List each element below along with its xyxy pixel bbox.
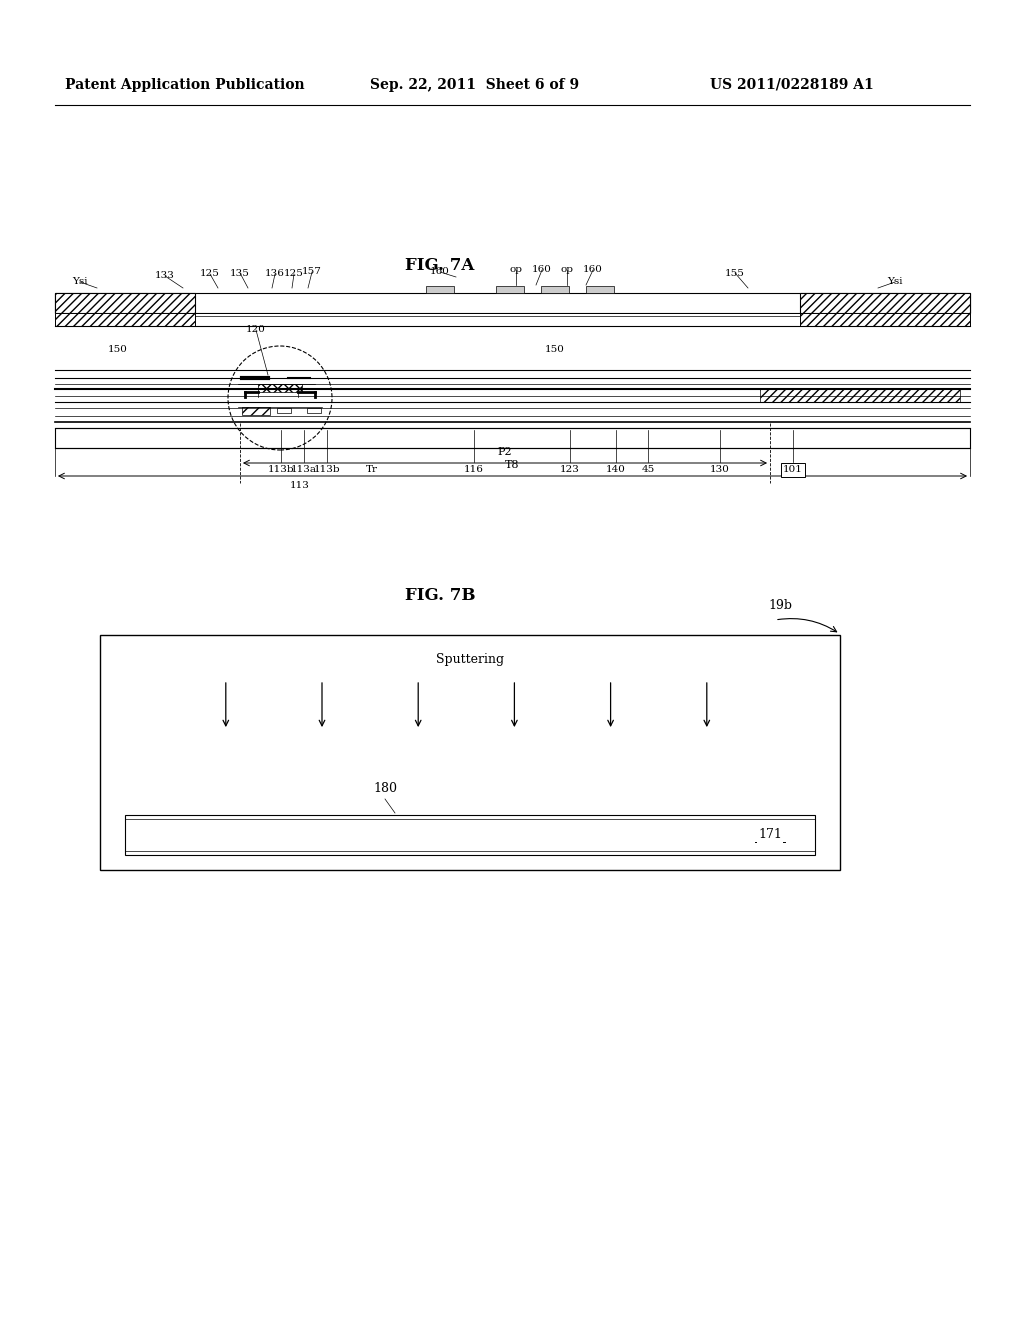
Text: Sputtering: Sputtering xyxy=(436,653,504,667)
Text: 101: 101 xyxy=(783,466,803,474)
Text: 113b: 113b xyxy=(267,466,294,474)
Text: 123: 123 xyxy=(560,466,580,474)
Bar xyxy=(242,407,270,414)
Text: 116: 116 xyxy=(464,466,484,474)
Text: T8: T8 xyxy=(505,459,520,470)
Bar xyxy=(426,286,454,293)
Text: Ysi: Ysi xyxy=(73,277,88,286)
Bar xyxy=(55,313,195,326)
Text: 19b: 19b xyxy=(768,599,792,612)
Text: 120: 120 xyxy=(246,326,266,334)
Bar xyxy=(496,286,524,293)
Text: 180: 180 xyxy=(373,781,397,795)
Text: Sep. 22, 2011  Sheet 6 of 9: Sep. 22, 2011 Sheet 6 of 9 xyxy=(370,78,580,92)
Text: 150: 150 xyxy=(109,346,128,355)
Text: Patent Application Publication: Patent Application Publication xyxy=(65,78,304,92)
Text: 136: 136 xyxy=(265,269,285,279)
Bar xyxy=(55,313,970,326)
Text: 133: 133 xyxy=(155,272,175,281)
Bar xyxy=(125,814,815,855)
Bar xyxy=(800,293,970,313)
Bar xyxy=(55,293,970,313)
Text: 140: 140 xyxy=(606,466,626,474)
Bar xyxy=(55,293,195,313)
Text: 113a: 113a xyxy=(291,466,317,474)
Bar xyxy=(800,313,970,326)
Text: op: op xyxy=(510,265,522,275)
Text: 160: 160 xyxy=(430,268,450,276)
Text: Ysi: Ysi xyxy=(887,277,903,286)
Bar xyxy=(760,389,961,403)
Text: 171: 171 xyxy=(758,829,782,842)
Bar xyxy=(307,408,321,413)
Text: op: op xyxy=(560,265,573,275)
Text: 125: 125 xyxy=(284,269,304,279)
Bar xyxy=(100,635,840,870)
Text: P2: P2 xyxy=(498,447,512,457)
Text: 150: 150 xyxy=(545,346,565,355)
Text: 113b: 113b xyxy=(313,466,340,474)
Text: 45: 45 xyxy=(641,466,654,474)
Text: 125: 125 xyxy=(200,269,220,279)
Bar xyxy=(278,408,291,413)
Text: US 2011/0228189 A1: US 2011/0228189 A1 xyxy=(710,78,873,92)
Text: 155: 155 xyxy=(725,268,744,277)
Text: FIG. 7A: FIG. 7A xyxy=(406,256,475,273)
Text: 135: 135 xyxy=(230,268,250,277)
Bar xyxy=(55,428,970,447)
Text: 157: 157 xyxy=(302,268,322,276)
Text: 160: 160 xyxy=(532,265,552,275)
Text: Tr: Tr xyxy=(366,466,378,474)
Bar xyxy=(541,286,569,293)
Text: FIG. 7B: FIG. 7B xyxy=(404,587,475,605)
Text: 130: 130 xyxy=(710,466,730,474)
Text: 160: 160 xyxy=(583,265,603,275)
Bar xyxy=(258,384,302,392)
Bar xyxy=(586,286,614,293)
Text: 113: 113 xyxy=(290,480,310,490)
